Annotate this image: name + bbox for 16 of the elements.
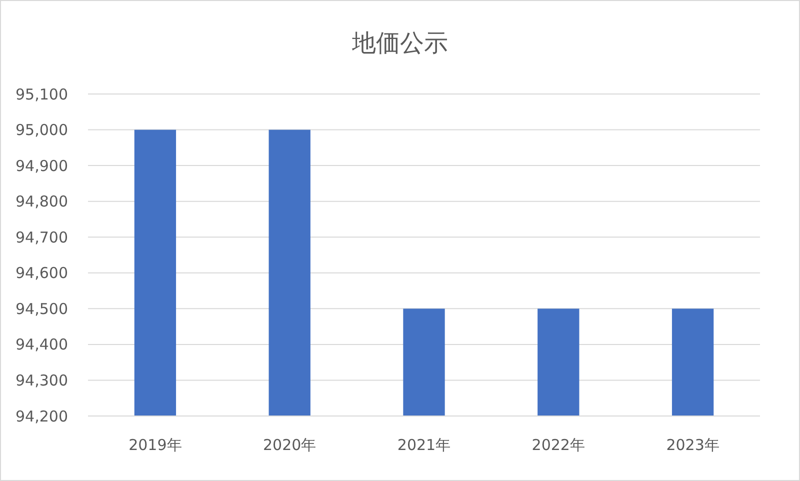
x-tick-label: 2022年 xyxy=(532,436,585,454)
y-tick-label: 95,100 xyxy=(16,85,68,104)
y-tick-label: 94,400 xyxy=(16,336,68,354)
y-tick-label: 94,300 xyxy=(16,371,68,390)
x-tick-label: 2019年 xyxy=(128,436,182,454)
y-tick-label: 94,600 xyxy=(16,264,68,282)
chart-title: 地価公示 xyxy=(351,29,448,57)
y-tick-label: 94,200 xyxy=(16,407,68,426)
y-tick-label: 94,500 xyxy=(16,300,68,318)
x-tick-label: 2020年 xyxy=(263,436,316,454)
x-tick-label: 2023年 xyxy=(666,436,720,454)
y-tick-label: 95,000 xyxy=(16,121,68,140)
y-tick-label: 94,800 xyxy=(16,192,68,211)
y-tick-label: 94,900 xyxy=(16,156,68,175)
y-tick-label: 94,700 xyxy=(16,228,68,246)
x-tick-label: 2021年 xyxy=(397,436,451,454)
